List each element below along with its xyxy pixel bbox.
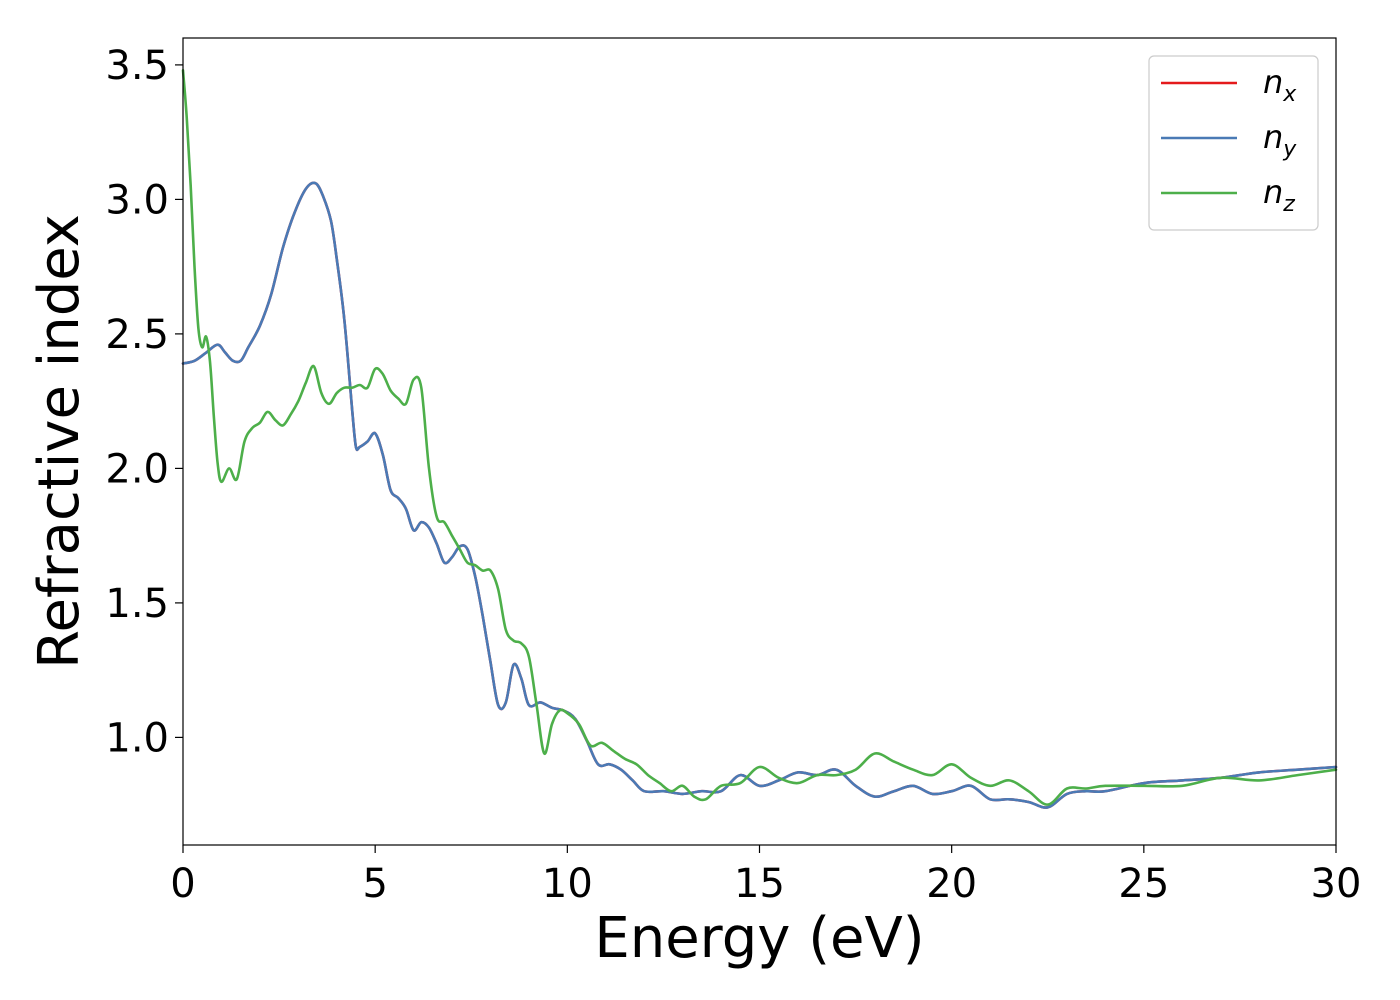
series-line-x <box>181 181 1338 809</box>
series-layer <box>181 69 1338 809</box>
x-axis-title: Energy (eV) <box>594 906 924 971</box>
series-line-z <box>181 69 1338 806</box>
ticks-layer: 0 5 10 15 20 25 30 1.0 1.5 2.0 2.5 3.0 3.5 <box>105 43 1361 907</box>
x-tick-label: 15 <box>734 861 785 907</box>
x-tick-label: 30 <box>1311 861 1362 907</box>
y-tick-label: 2.0 <box>105 446 169 492</box>
legend: nx ny nz <box>1148 55 1319 231</box>
series-line-y <box>181 181 1338 809</box>
y-tick-label: 3.0 <box>105 177 169 223</box>
x-tick-label: 5 <box>362 861 387 907</box>
y-tick-label: 2.5 <box>105 312 169 358</box>
legend-label-x: nx <box>1263 63 1297 107</box>
y-tick-label: 3.5 <box>105 43 169 89</box>
legend-box <box>1148 55 1319 231</box>
x-tick-label: 10 <box>542 861 593 907</box>
x-tick-label: 20 <box>926 861 977 907</box>
legend-label-z: nz <box>1263 173 1295 217</box>
x-tick-label: 25 <box>1118 861 1169 907</box>
y-axis-title: Refractive index <box>27 214 92 669</box>
x-tick-label: 0 <box>170 861 195 907</box>
y-tick-label: 1.0 <box>105 715 169 761</box>
y-tick-label: 1.5 <box>105 581 169 627</box>
legend-label-y: ny <box>1263 118 1297 162</box>
